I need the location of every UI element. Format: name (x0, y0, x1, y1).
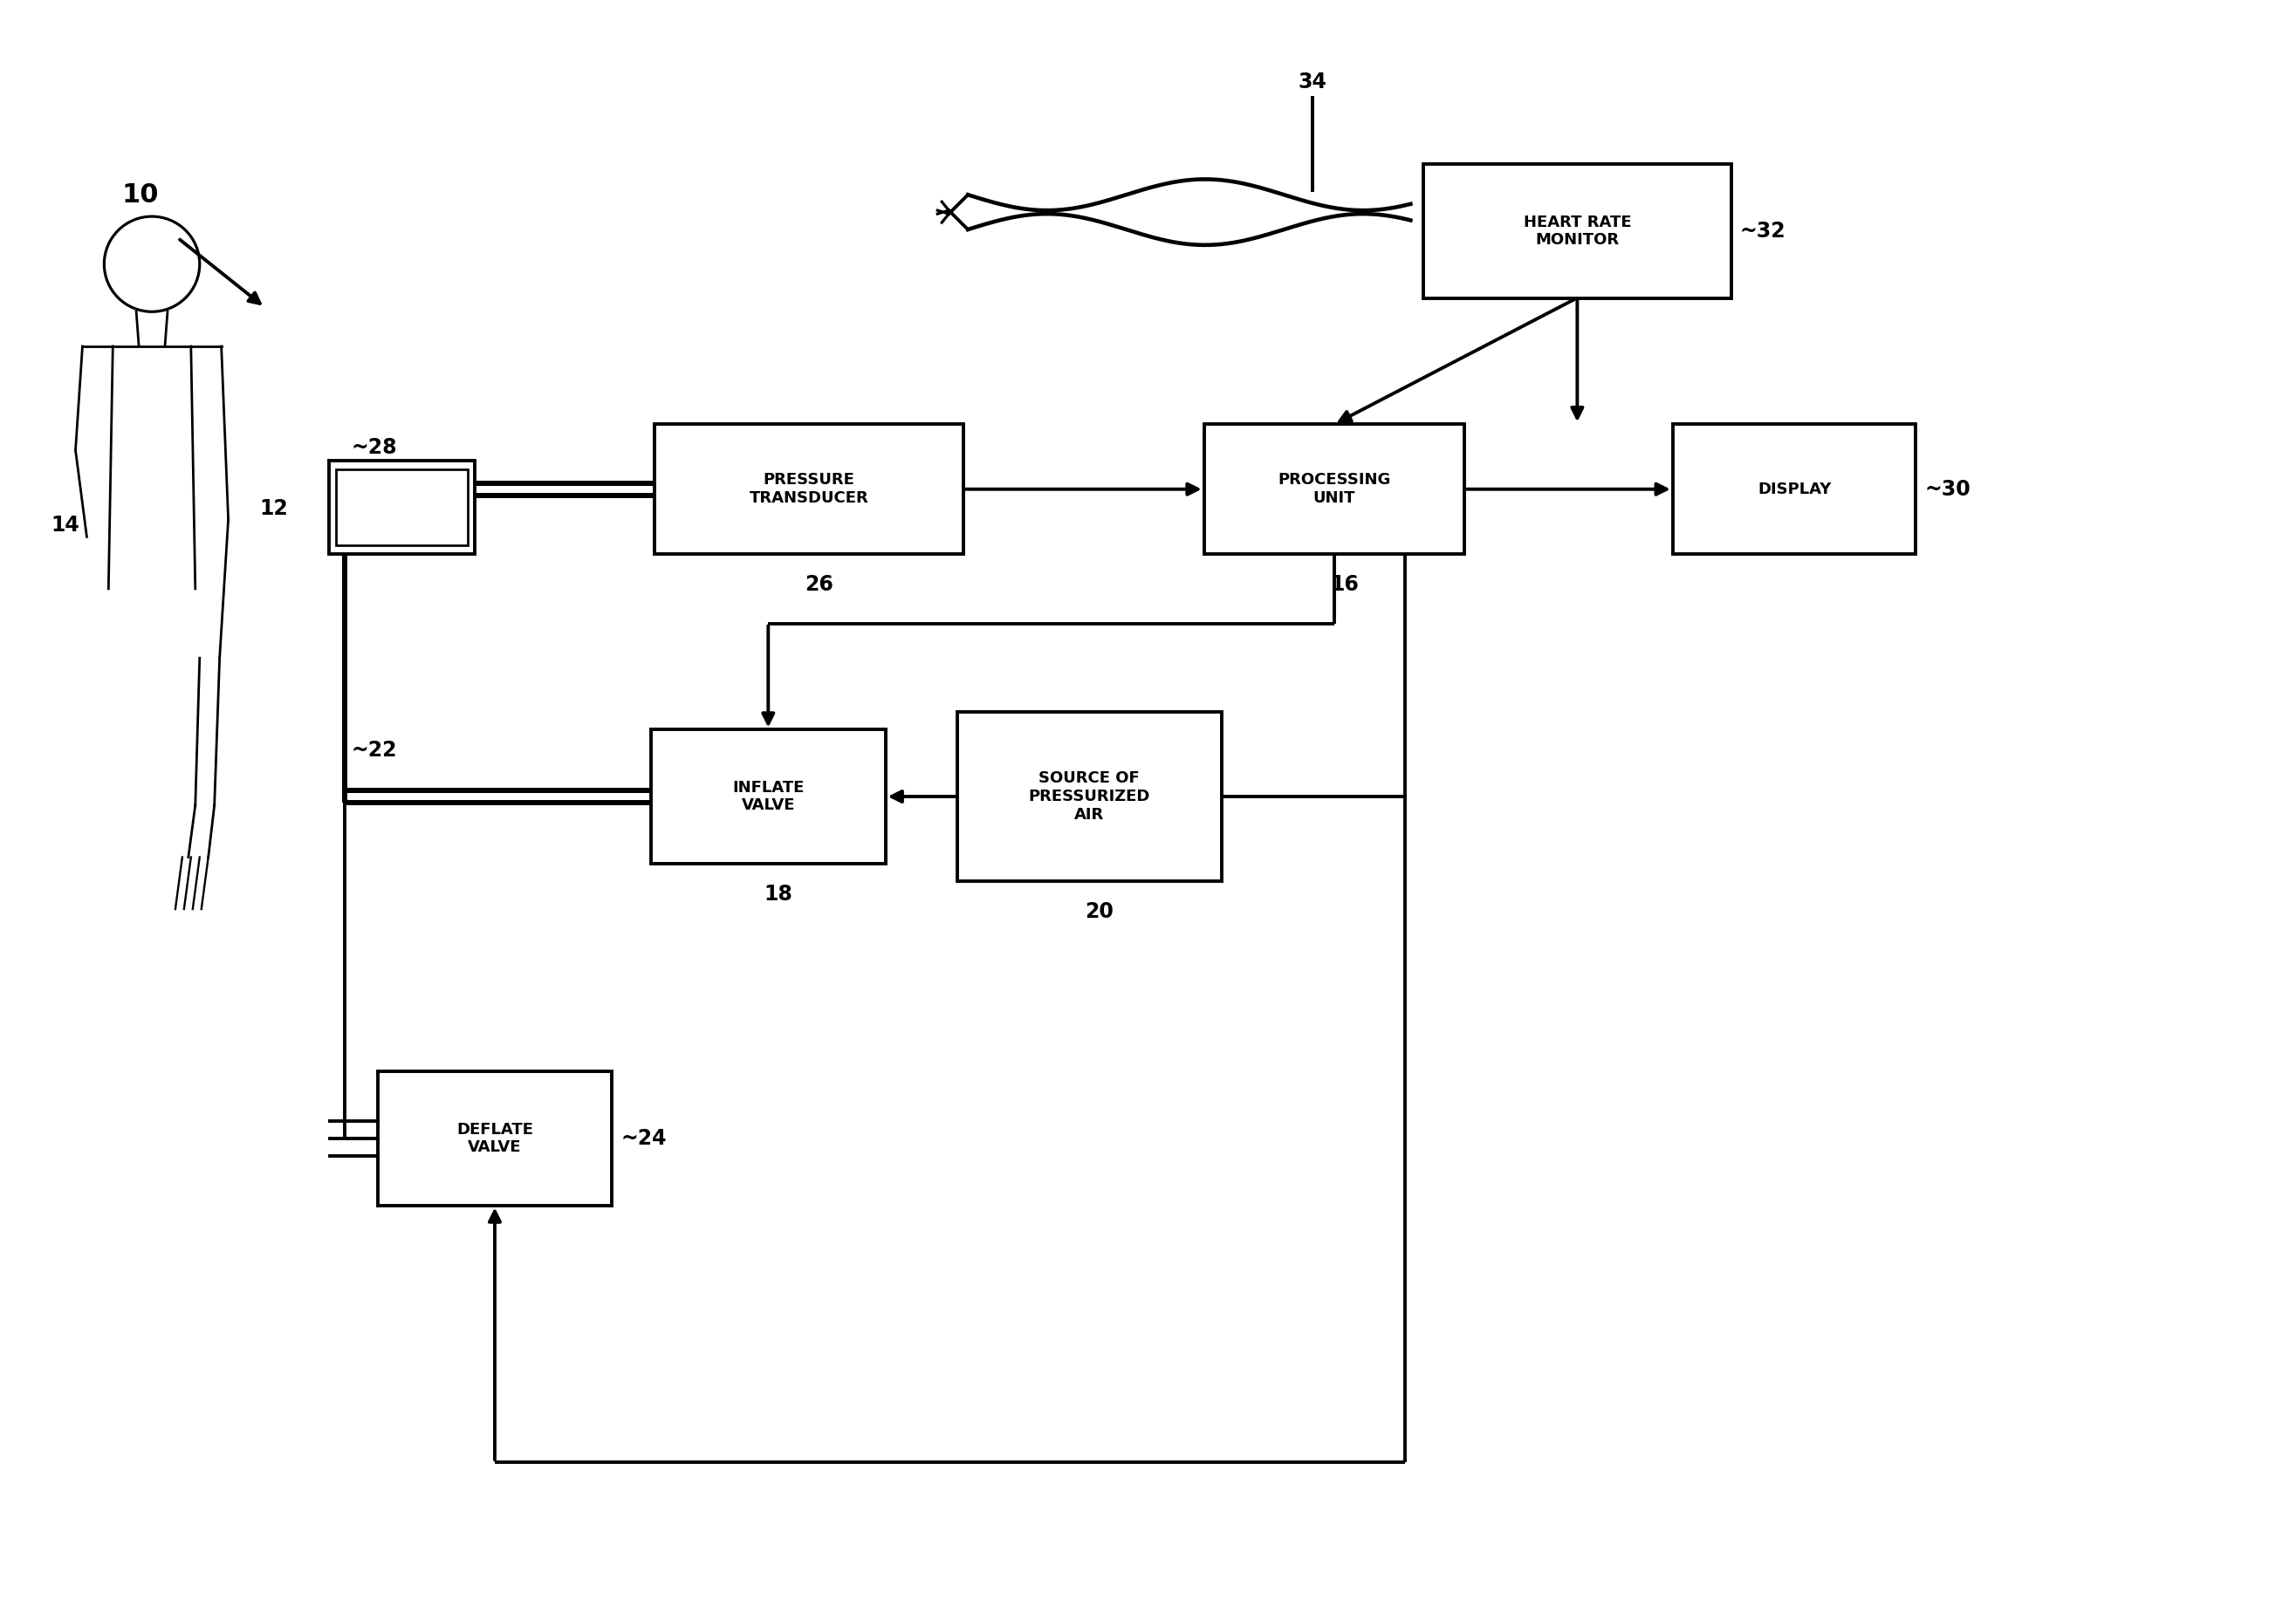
Text: 20: 20 (1086, 901, 1114, 922)
Text: INFLATE
VALVE: INFLATE VALVE (732, 779, 804, 813)
Text: PROCESSING
UNIT: PROCESSING UNIT (1279, 472, 1391, 506)
Text: 16: 16 (1329, 574, 1359, 595)
Text: DEFLATE
VALVE: DEFLATE VALVE (457, 1122, 533, 1155)
Text: ~22: ~22 (351, 741, 397, 762)
Text: PRESSURE
TRANSDUCER: PRESSURE TRANSDUCER (748, 472, 868, 506)
Bar (1203, 424, 1465, 554)
Text: 26: 26 (804, 574, 833, 595)
Text: 34: 34 (1297, 72, 1327, 93)
Bar (652, 730, 886, 864)
Bar (377, 1072, 613, 1206)
Bar (654, 424, 962, 554)
Text: 10: 10 (122, 182, 158, 208)
Text: DISPLAY: DISPLAY (1756, 482, 1832, 498)
Bar (1674, 424, 1915, 554)
Text: ~24: ~24 (620, 1128, 666, 1149)
Bar (335, 469, 468, 546)
Text: ~28: ~28 (351, 437, 397, 458)
Text: ~32: ~32 (1740, 221, 1786, 242)
Text: HEART RATE
MONITOR: HEART RATE MONITOR (1522, 214, 1630, 248)
Bar (1424, 165, 1731, 298)
Bar (328, 461, 475, 554)
Text: 14: 14 (51, 515, 80, 536)
Text: SOURCE OF
PRESSURIZED
AIR: SOURCE OF PRESSURIZED AIR (1029, 771, 1150, 822)
Text: 12: 12 (259, 498, 287, 518)
Text: 18: 18 (765, 883, 792, 904)
Text: ~30: ~30 (1924, 478, 1970, 499)
Bar (957, 712, 1221, 882)
